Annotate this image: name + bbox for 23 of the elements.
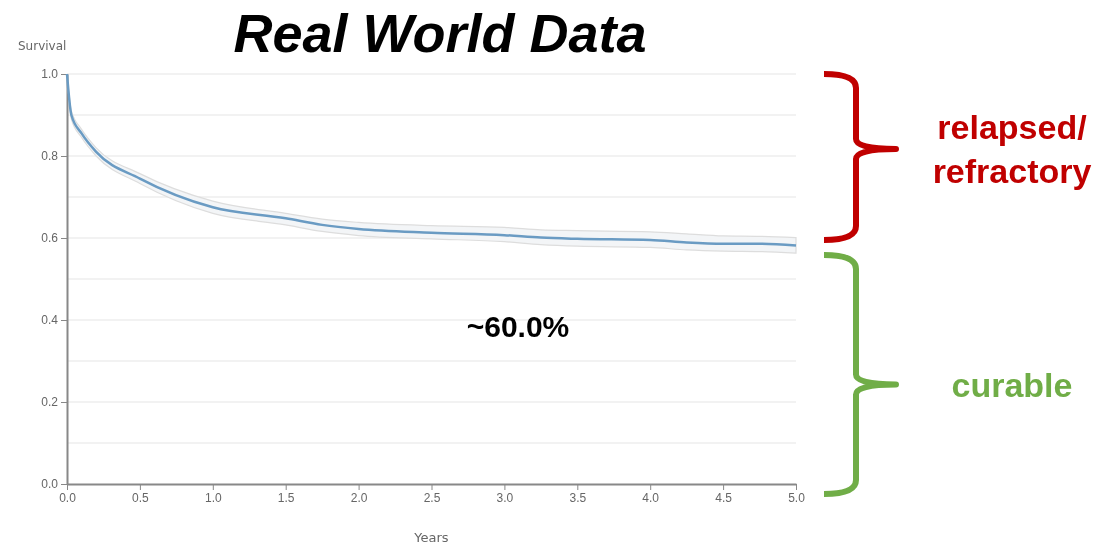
- y-tick-label: 0.6: [41, 231, 59, 246]
- y-axis-title: Survival: [18, 39, 67, 53]
- text: relapsed/ refractory: [932, 108, 1092, 190]
- x-tick-label: 2.5: [423, 490, 441, 505]
- x-tick-label: 1.5: [277, 490, 295, 505]
- x-tick-label: 0.5: [132, 490, 150, 505]
- y-tick-label: 1.0: [41, 67, 59, 82]
- y-tick-label: 0.0: [41, 477, 59, 492]
- x-tick-label: 5.0: [788, 490, 806, 505]
- y-tick-label: 0.4: [41, 313, 59, 328]
- x-tick-label: 3.0: [496, 490, 514, 505]
- x-tick-label: 2.0: [350, 490, 368, 505]
- annotation: ~60.0%: [466, 310, 570, 343]
- x-tick-label: 4.0: [642, 490, 660, 505]
- y-tick-label: 0.2: [41, 395, 59, 410]
- x-axis-title: Years: [413, 530, 449, 545]
- x-tick-label: 1.0: [204, 490, 222, 505]
- chart-title: Real World Data: [233, 3, 647, 63]
- x-tick-label: 4.5: [715, 490, 733, 505]
- text: curable: [951, 365, 1073, 404]
- y-tick-label: 0.8: [41, 149, 59, 164]
- x-tick-label: 3.5: [569, 490, 587, 505]
- x-tick-label: 0.0: [59, 490, 77, 505]
